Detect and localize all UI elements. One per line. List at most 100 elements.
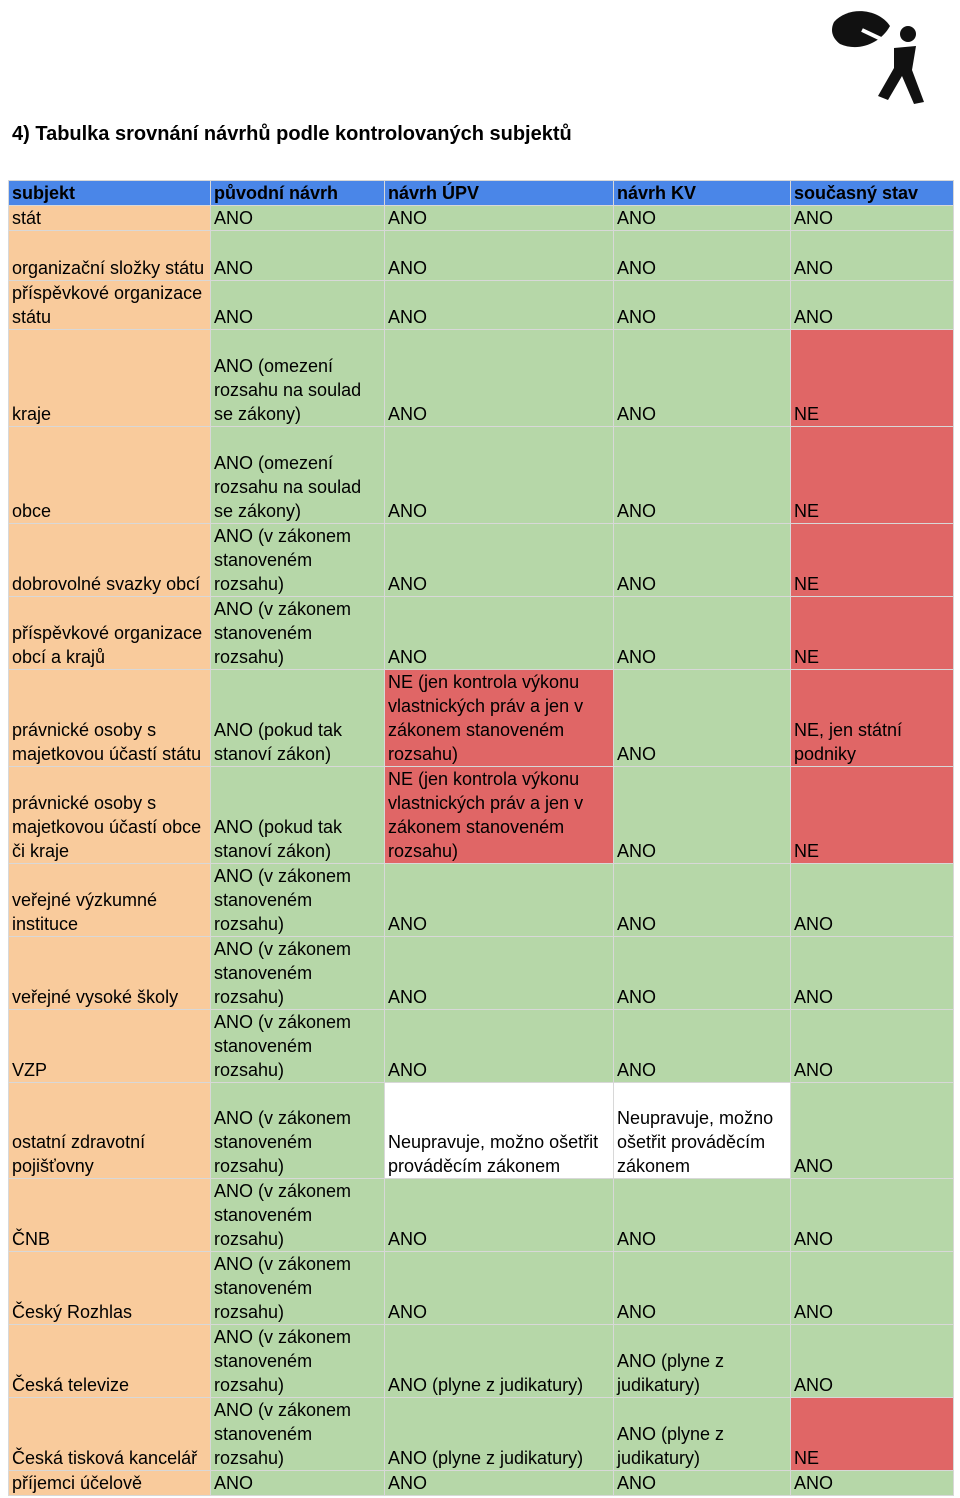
value-cell: ANO <box>790 936 954 1010</box>
value-cell: ANO <box>384 1178 614 1252</box>
value-cell: ANO (v zákonem stanoveném rozsahu) <box>210 523 385 597</box>
value-cell: ANO (v zákonem stanoveném rozsahu) <box>210 863 385 937</box>
value-cell: ANO <box>790 280 954 330</box>
value-cell: ANO <box>790 205 954 231</box>
value-cell: ANO (plyne z judikatury) <box>384 1397 614 1471</box>
value-cell: ANO <box>790 1470 954 1496</box>
header-row: subjekt původní návrh návrh ÚPV návrh KV sou… <box>8 180 954 206</box>
table-row: ČNB ANO (v zákonem stanoveném rozsahu) ANO… <box>8 1178 954 1252</box>
table-row: příspěvkové organizace obcí a krajů ANO (… <box>8 596 954 670</box>
value-cell: NE <box>790 596 954 670</box>
value-cell: ANO (plyne z judikatury) <box>613 1397 791 1471</box>
table-row: obce ANO (omezení rozsahu na soulad se zá… <box>8 426 954 524</box>
subject-cell: právnické osoby s majetkovou účastí stát… <box>8 669 211 767</box>
subject-cell: právnické osoby s majetkovou účastí obce… <box>8 766 211 864</box>
value-cell: ANO (v zákonem stanoveném rozsahu) <box>210 1009 385 1083</box>
table-row: veřejné vysoké školy ANO (v zákonem stano… <box>8 936 954 1010</box>
value-cell: ANO <box>613 329 791 427</box>
value-cell: ANO <box>384 1470 614 1496</box>
table-row: veřejné výzkumné instituce ANO (v zákonem… <box>8 863 954 937</box>
value-cell: ANO <box>210 1470 385 1496</box>
subject-cell: Česká tisková kancelář <box>8 1397 211 1471</box>
value-cell: ANO <box>790 1251 954 1325</box>
value-cell: NE <box>790 523 954 597</box>
value-cell: ANO (v zákonem stanoveném rozsahu) <box>210 1251 385 1325</box>
value-cell: ANO <box>384 205 614 231</box>
header-cell: návrh KV <box>613 180 791 206</box>
subject-cell: ostatní zdravotní pojišťovny <box>8 1082 211 1179</box>
table-row: stát ANO ANO ANO ANO <box>8 205 954 231</box>
value-cell: ANO <box>613 1178 791 1252</box>
value-cell: ANO (v zákonem stanoveném rozsahu) <box>210 1324 385 1398</box>
table-row: organizační složky státu ANO ANO ANO ANO <box>8 230 954 281</box>
value-cell: NE, jen státní podniky <box>790 669 954 767</box>
value-cell: ANO <box>613 205 791 231</box>
value-cell: ANO <box>790 1009 954 1083</box>
value-cell: ANO (plyne z judikatury) <box>384 1324 614 1398</box>
subject-cell: dobrovolné svazky obcí <box>8 523 211 597</box>
value-cell: ANO <box>613 523 791 597</box>
subject-cell: ČNB <box>8 1178 211 1252</box>
value-cell: ANO <box>384 936 614 1010</box>
value-cell: ANO (plyne z judikatury) <box>613 1324 791 1398</box>
value-cell: ANO <box>210 205 385 231</box>
table-row: dobrovolné svazky obcí ANO (v zákonem sta… <box>8 523 954 597</box>
value-cell: NE <box>790 426 954 524</box>
title: 4) Tabulka srovnání návrhů podle kontrol… <box>12 123 572 145</box>
subject-cell: stát <box>8 205 211 231</box>
subject-cell: Český Rozhlas <box>8 1251 211 1325</box>
value-cell: ANO <box>384 1009 614 1083</box>
value-cell: ANO <box>384 1251 614 1325</box>
table-row: Česká televize ANO (v zákonem stanoveném … <box>8 1324 954 1398</box>
value-cell: Neupravuje, možno ošetřit prováděcím zák… <box>613 1082 791 1179</box>
value-cell: ANO <box>384 523 614 597</box>
value-cell: ANO <box>790 1082 954 1179</box>
value-cell: NE (jen kontrola výkonu vlastnických prá… <box>384 669 614 767</box>
comparison-table: subjekt původní návrh návrh ÚPV návrh KV sou… <box>8 180 954 1496</box>
value-cell: ANO <box>210 230 385 281</box>
value-cell: ANO <box>613 1009 791 1083</box>
value-cell: NE <box>790 766 954 864</box>
subject-cell: organizační složky státu <box>8 230 211 281</box>
value-cell: NE <box>790 1397 954 1471</box>
value-cell: ANO (v zákonem stanoveném rozsahu) <box>210 1082 385 1179</box>
subject-cell: veřejné výzkumné instituce <box>8 863 211 937</box>
value-cell: ANO <box>384 863 614 937</box>
value-cell: ANO (v zákonem stanoveném rozsahu) <box>210 1178 385 1252</box>
value-cell: ANO <box>613 1251 791 1325</box>
table-row: Český Rozhlas ANO (v zákonem stanoveném r… <box>8 1251 954 1325</box>
subject-cell: kraje <box>8 329 211 427</box>
header-cell: subjekt <box>8 180 211 206</box>
value-cell: ANO <box>210 280 385 330</box>
value-cell: ANO <box>613 766 791 864</box>
header-cell: návrh ÚPV <box>384 180 614 206</box>
value-cell: ANO <box>613 1470 791 1496</box>
subject-cell: Česká televize <box>8 1324 211 1398</box>
subject-cell: obce <box>8 426 211 524</box>
value-cell: ANO <box>384 596 614 670</box>
value-cell: ANO (pokud tak stanoví zákon) <box>210 669 385 767</box>
table-row: příspěvkové organizace státu ANO ANO ANO ANO <box>8 280 954 330</box>
subject-cell: příjemci účelově <box>8 1470 211 1496</box>
table-row: VZP ANO (v zákonem stanoveném rozsahu) ANO… <box>8 1009 954 1083</box>
value-cell: ANO (v zákonem stanoveném rozsahu) <box>210 936 385 1010</box>
value-cell: ANO (omezení rozsahu na soulad se zákony… <box>210 329 385 427</box>
header-cell: současný stav <box>790 180 954 206</box>
table-row: kraje ANO (omezení rozsahu na soulad se z… <box>8 329 954 427</box>
subject-cell: příspěvkové organizace obcí a krajů <box>8 596 211 670</box>
value-cell: ANO <box>790 230 954 281</box>
value-cell: ANO (v zákonem stanoveném rozsahu) <box>210 596 385 670</box>
subject-cell: příspěvkové organizace státu <box>8 280 211 330</box>
value-cell: ANO (pokud tak stanoví zákon) <box>210 766 385 864</box>
value-cell: ANO <box>613 426 791 524</box>
value-cell: ANO <box>613 230 791 281</box>
value-cell: NE <box>790 329 954 427</box>
table-row: právnické osoby s majetkovou účastí obce… <box>8 766 954 864</box>
subject-cell: VZP <box>8 1009 211 1083</box>
value-cell: ANO <box>790 1178 954 1252</box>
logo <box>832 11 924 104</box>
subject-cell: veřejné vysoké školy <box>8 936 211 1010</box>
value-cell: NE (jen kontrola výkonu vlastnických prá… <box>384 766 614 864</box>
table-row: právnické osoby s majetkovou účastí stát… <box>8 669 954 767</box>
